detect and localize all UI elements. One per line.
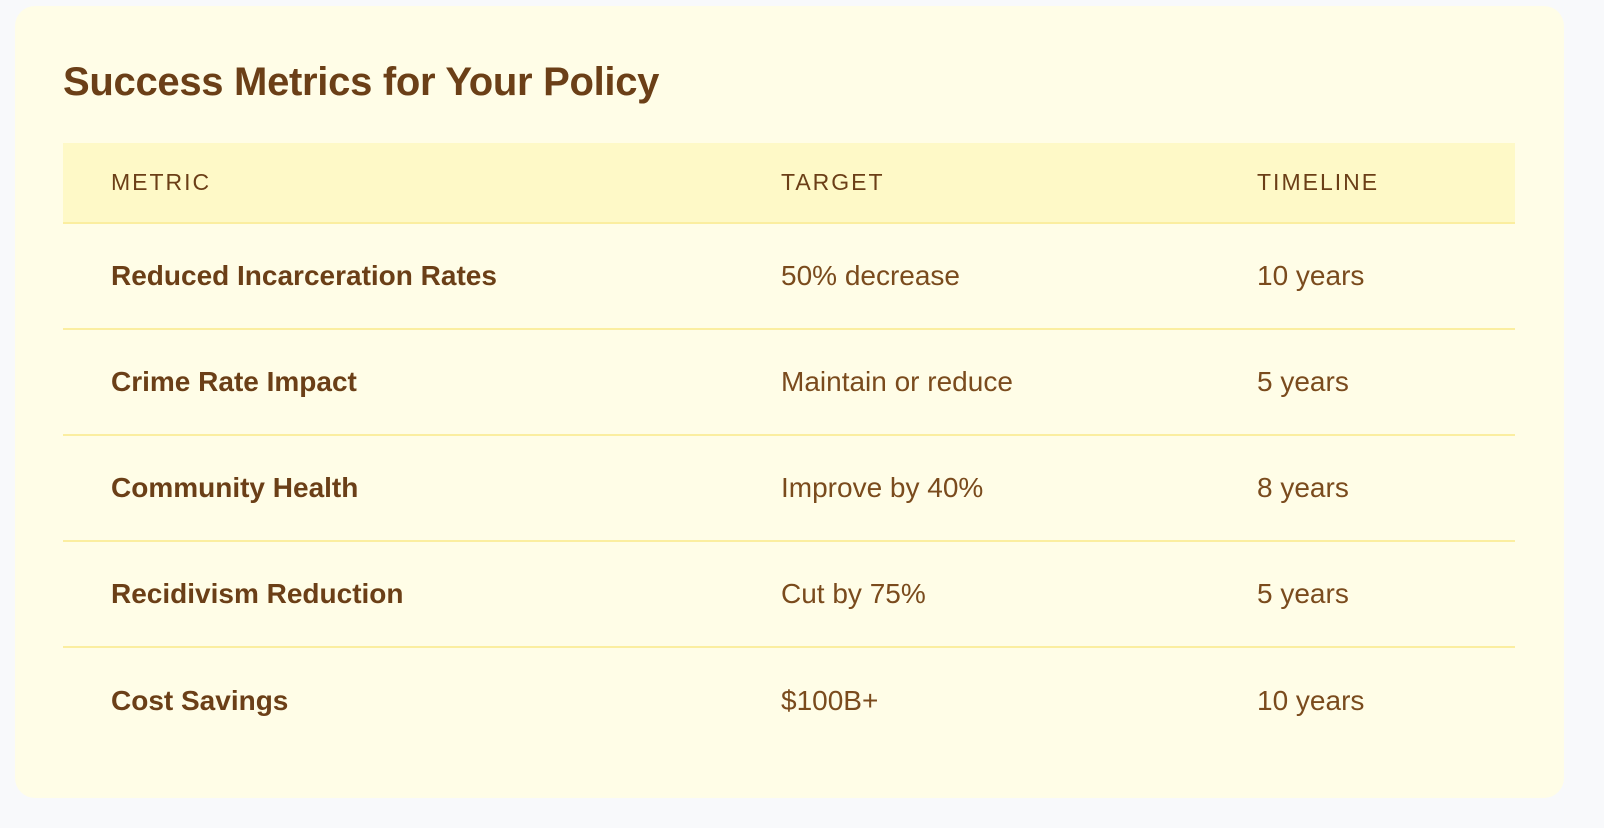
table-row: Community Health Improve by 40% 8 years: [63, 436, 1515, 542]
table-header-row: METRIC TARGET TIMELINE: [63, 143, 1515, 224]
column-header-target: TARGET: [781, 169, 885, 195]
table-row: Cost Savings $100B+ 10 years: [63, 648, 1515, 754]
timeline-cell: 10 years: [1257, 260, 1365, 291]
target-cell: Cut by 75%: [781, 578, 926, 609]
metric-cell: Reduced Incarceration Rates: [111, 260, 497, 291]
metric-cell: Crime Rate Impact: [111, 366, 357, 397]
target-cell: $100B+: [781, 685, 879, 716]
success-metrics-card: Success Metrics for Your Policy METRIC T…: [15, 6, 1564, 798]
metric-cell: Community Health: [111, 472, 359, 503]
table-row: Crime Rate Impact Maintain or reduce 5 y…: [63, 330, 1515, 436]
metric-cell: Recidivism Reduction: [111, 578, 404, 609]
target-cell: Improve by 40%: [781, 472, 984, 503]
table-row: Recidivism Reduction Cut by 75% 5 years: [63, 542, 1515, 648]
metrics-table: METRIC TARGET TIMELINE Reduced Incarcera…: [63, 143, 1515, 754]
timeline-cell: 8 years: [1257, 472, 1349, 503]
timeline-cell: 10 years: [1257, 685, 1365, 716]
metric-cell: Cost Savings: [111, 685, 289, 716]
column-header-timeline: TIMELINE: [1257, 169, 1380, 195]
table-row: Reduced Incarceration Rates 50% decrease…: [63, 224, 1515, 330]
target-cell: Maintain or reduce: [781, 366, 1013, 397]
timeline-cell: 5 years: [1257, 578, 1349, 609]
timeline-cell: 5 years: [1257, 366, 1349, 397]
target-cell: 50% decrease: [781, 260, 961, 291]
card-title: Success Metrics for Your Policy: [63, 60, 660, 104]
column-header-metric: METRIC: [111, 169, 212, 195]
